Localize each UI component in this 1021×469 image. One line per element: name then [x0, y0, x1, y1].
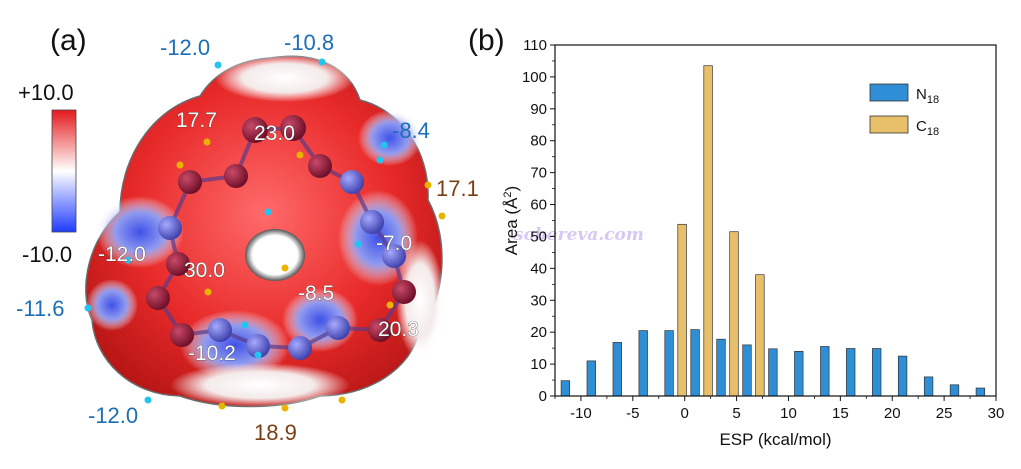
esp-value-label: -8.4 — [392, 118, 430, 143]
x-tick-label: 10 — [780, 405, 797, 422]
x-tick-label: 15 — [832, 405, 849, 422]
colorbar-max-label: +10.0 — [18, 80, 74, 105]
bar-n18 — [768, 348, 778, 397]
bar-n18 — [820, 346, 830, 397]
neutral-region — [396, 240, 444, 360]
bar-n18 — [638, 330, 648, 397]
negative-lobe — [96, 196, 184, 268]
esp-value-label: 17.1 — [436, 176, 479, 201]
x-tick-label: 5 — [732, 405, 740, 422]
bar-n18 — [716, 338, 726, 397]
bar-n18 — [794, 350, 804, 397]
histogram-panel: (b) sobereva.com -10 -5 0 5 10 15 20 25 30 0 10 20 3… — [468, 24, 1004, 449]
bar-n18 — [846, 348, 856, 397]
esp-area-histogram: -10 -5 0 5 10 15 20 25 30 0 10 20 30 40 50 60 70 80 90 100 1… — [502, 37, 1004, 449]
y-tick-label: 30 — [530, 292, 547, 309]
bar-c18 — [755, 274, 765, 397]
negative-lobe — [180, 310, 290, 380]
panel-a-label: (a) — [50, 24, 87, 57]
esp-value-label: -12.0 — [98, 243, 146, 266]
x-tick-label: -5 — [626, 405, 639, 422]
x-tick-label: 30 — [988, 405, 1005, 422]
y-tick-label: 110 — [523, 37, 547, 54]
esp-value-label: -10.2 — [188, 342, 236, 365]
esp-value-label: -8.5 — [298, 282, 334, 305]
neutral-region — [215, 54, 355, 102]
y-tick-label: 20 — [530, 324, 547, 341]
bar-n18 — [923, 376, 934, 397]
y-tick-label: 70 — [530, 165, 547, 182]
bar-c18 — [703, 65, 713, 397]
legend-swatch — [869, 115, 909, 134]
x-axis-title: ESP (kcal/mol) — [719, 430, 831, 449]
bar-c18 — [729, 231, 739, 397]
x-tick-label: 25 — [936, 405, 953, 422]
legend-label: C18 — [916, 118, 939, 138]
esp-value-label: -12.0 — [88, 403, 138, 428]
y-tick-label: 0 — [539, 388, 547, 405]
x-tick-label: 0 — [681, 405, 689, 422]
ring-cavity — [245, 229, 305, 281]
esp-value-label: 30.0 — [184, 259, 225, 282]
y-tick-label: 10 — [530, 356, 547, 373]
y-axis-title: Area (Å2) — [502, 186, 521, 255]
x-tick-label: -10 — [570, 405, 592, 422]
extrema-markers — [84, 58, 446, 412]
y-tick-label: 60 — [530, 197, 547, 214]
bar-c18 — [677, 223, 687, 397]
bar-n18 — [897, 355, 908, 397]
atoms — [146, 115, 416, 360]
colorbar-gradient — [51, 109, 77, 233]
color-scale-bar: +10.0 -10.0 — [18, 80, 77, 267]
esp-value-label: 20.3 — [378, 318, 419, 341]
esp-value-label: -11.6 — [16, 296, 65, 321]
bar-n18 — [975, 387, 986, 397]
esp-value-label: 18.9 — [254, 420, 297, 445]
esp-value-label: -10.8 — [284, 30, 334, 55]
esp-surface-panel: (a) +10.0 -10.0 — [16, 24, 479, 445]
bar-n18 — [560, 380, 571, 397]
panel-b-label: (b) — [468, 24, 505, 57]
colorbar-min-label: -10.0 — [22, 242, 72, 267]
neutral-region — [170, 363, 350, 407]
esp-value-label: 17.7 — [176, 109, 217, 132]
bar-n18 — [586, 360, 596, 397]
bar-n18 — [949, 384, 960, 397]
molecular-surface-image — [84, 54, 446, 412]
negative-lobe — [86, 279, 138, 331]
x-tick-label: 20 — [884, 405, 901, 422]
legend-label: N18 — [916, 86, 939, 106]
y-tick-label: 40 — [530, 260, 547, 277]
y-tick-label: 50 — [530, 228, 547, 245]
esp-value-label: 23.0 — [254, 122, 295, 145]
esp-value-label: -12.0 — [160, 35, 210, 60]
y-tick-label: 90 — [530, 101, 547, 118]
bar-n18 — [872, 348, 882, 397]
watermark-text: sobereva.com — [513, 225, 644, 245]
y-tick-label: 100 — [522, 69, 547, 86]
esp-value-label: -7.0 — [376, 232, 412, 255]
bar-n18 — [664, 330, 674, 397]
bar-n18 — [742, 344, 752, 397]
y-tick-label: 80 — [530, 133, 547, 150]
legend-swatch — [869, 83, 909, 102]
negative-lobe — [358, 110, 422, 166]
bar-n18 — [612, 342, 622, 397]
bar-n18 — [690, 329, 700, 397]
